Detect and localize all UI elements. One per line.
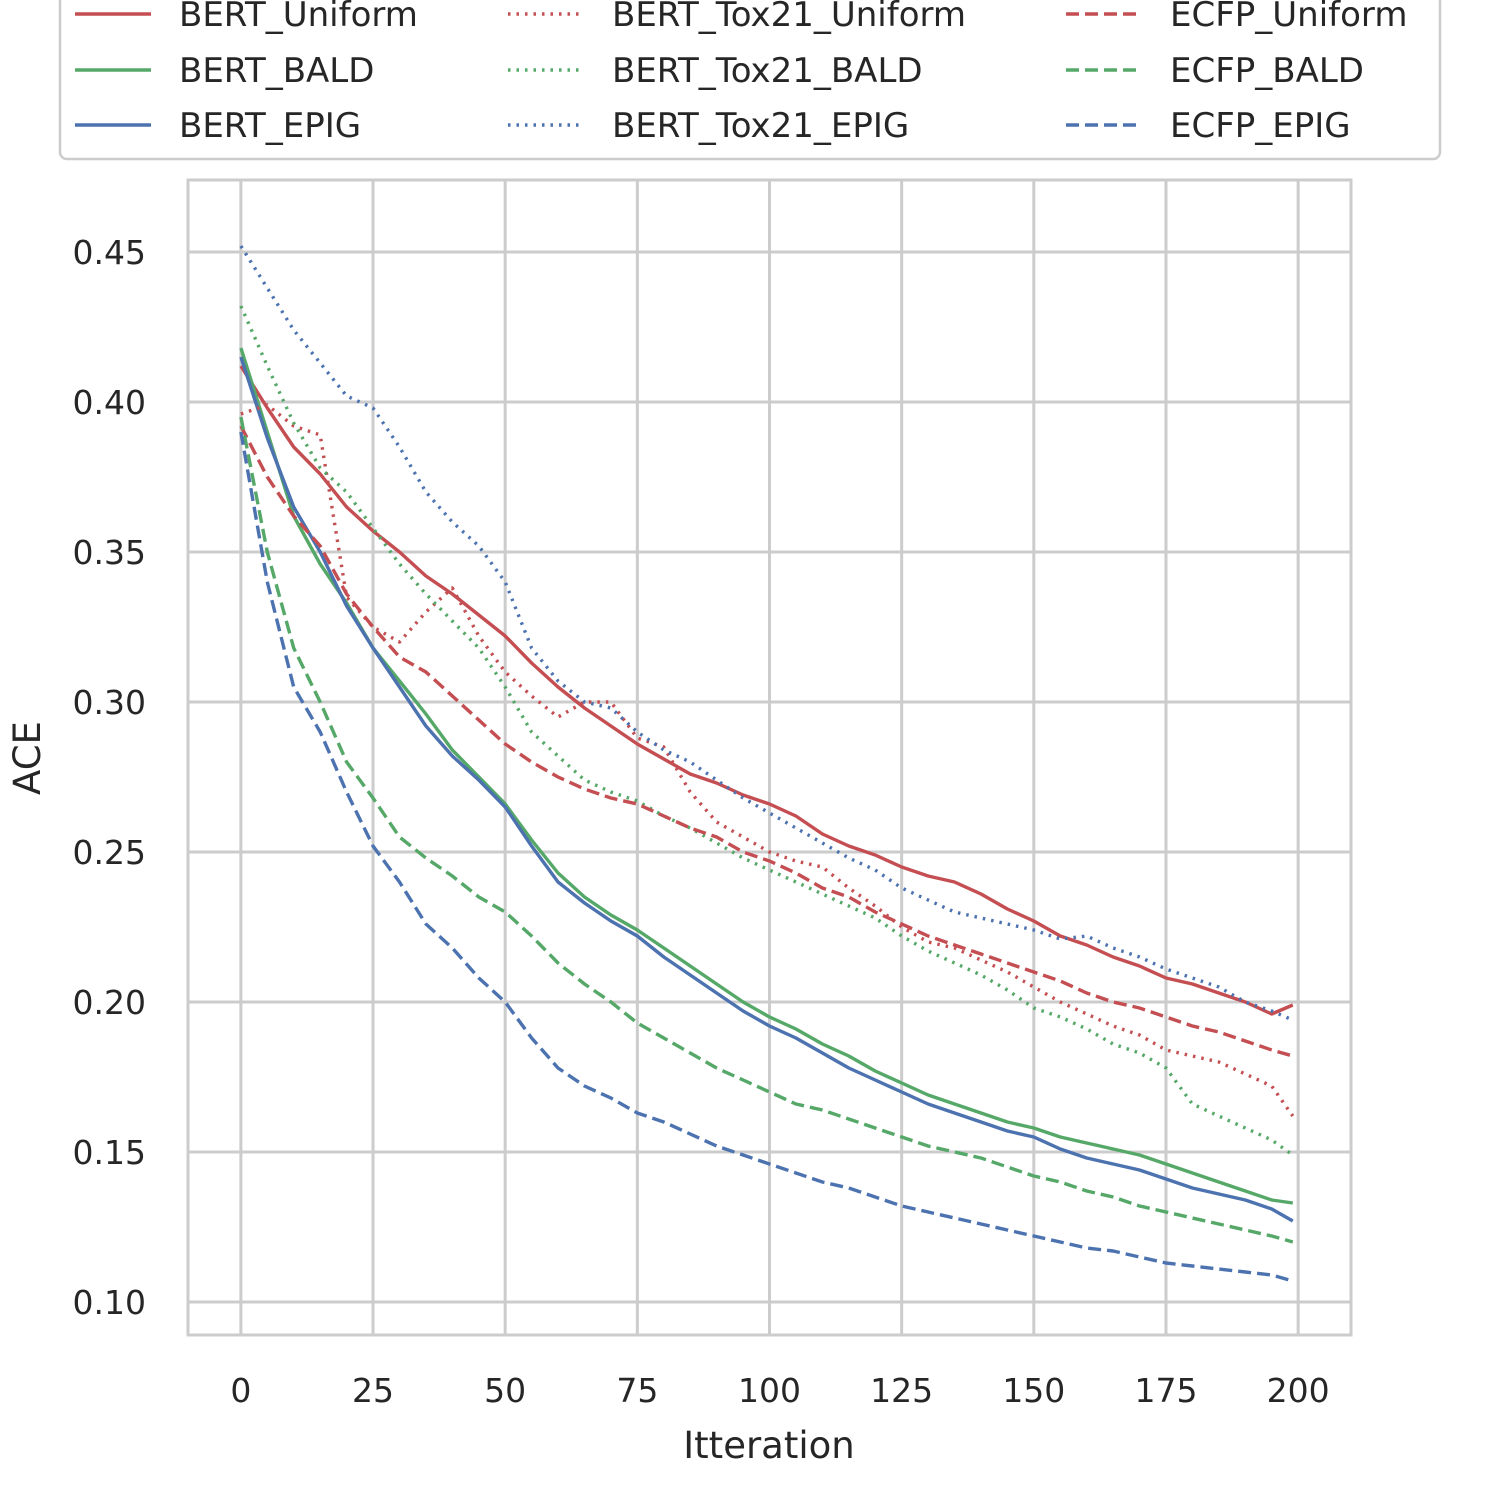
x-tick-label: 25 [352, 1371, 394, 1410]
x-tick-label: 150 [1002, 1371, 1065, 1410]
legend-label: BERT_Tox21_Uniform [612, 0, 966, 35]
plot-frame [186, 178, 1353, 1337]
y-tick-label: 0.15 [73, 1133, 146, 1172]
y-tick-label: 0.35 [73, 533, 146, 572]
legend-label: BERT_Tox21_EPIG [612, 106, 909, 146]
series-line-ecfp-uniform [239, 425, 1294, 1058]
legend-label: BERT_Uniform [179, 0, 418, 35]
y-tick-label: 0.25 [73, 833, 146, 872]
x-axis-ticks: 0 25 50 75 100 125 150 175 200 [230, 1371, 1329, 1410]
x-axis-label: Itteration [683, 1424, 854, 1467]
series-line-bert-epig [239, 356, 1294, 1223]
series-line-bert-tox21-uniform [240, 403, 1295, 1117]
series-line-bert-bald [239, 347, 1294, 1205]
series-line-ecfp-epig [239, 431, 1294, 1283]
series-line-bert-tox21-epig [239, 245, 1294, 1022]
x-tick-label: 175 [1134, 1371, 1197, 1410]
legend-box [58, 0, 1442, 161]
legend-label: ECFP_Uniform [1170, 0, 1407, 35]
x-tick-label: 100 [738, 1371, 801, 1410]
y-axis-label: ACE [6, 721, 49, 795]
x-tick-label: 0 [230, 1371, 251, 1410]
x-tick-label: 75 [616, 1371, 658, 1410]
legend-label: ECFP_BALD [1170, 51, 1364, 91]
x-tick-label: 125 [870, 1371, 933, 1410]
legend-label: BERT_Tox21_BALD [612, 51, 923, 91]
x-tick-label: 50 [484, 1371, 526, 1410]
series-line-bert-tox21-bald [239, 305, 1294, 1157]
y-tick-label: 0.45 [73, 233, 146, 272]
plot-area [239, 245, 1295, 1283]
y-tick-label: 0.10 [73, 1283, 146, 1322]
x-tick-label: 200 [1267, 1371, 1330, 1410]
legend-label: ECFP_EPIG [1170, 106, 1351, 146]
series-line-ecfp-bald [239, 416, 1294, 1244]
grid [188, 180, 1351, 1335]
series-line-bert-uniform [239, 365, 1294, 1016]
y-axis-ticks: 0.10 0.15 0.20 0.25 0.30 0.35 0.40 0.45 [73, 233, 146, 1322]
legend-label: BERT_EPIG [179, 106, 361, 146]
legend-label: BERT_BALD [179, 51, 374, 91]
y-tick-label: 0.20 [73, 983, 146, 1022]
y-tick-label: 0.40 [73, 383, 146, 422]
y-tick-label: 0.30 [73, 683, 146, 722]
legend: BERT_Uniform BERT_BALD BERT_EPIG BERT_Tox21… [58, 0, 1442, 161]
